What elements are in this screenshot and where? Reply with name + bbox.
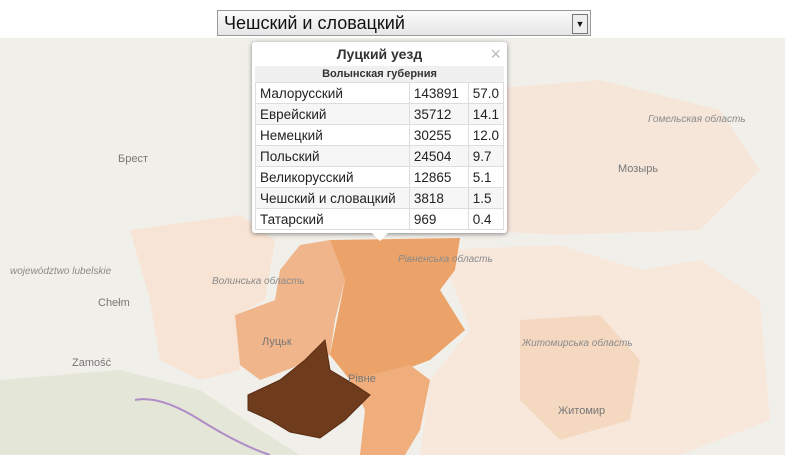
map-label: Zamość <box>72 357 112 369</box>
table-cell: Еврейский <box>255 103 410 125</box>
table-cell: 24504 <box>408 145 469 167</box>
map-label: Житомирська область <box>521 337 633 349</box>
table-cell: Чешский и словацкий <box>255 187 410 209</box>
table-cell: 12.0 <box>467 124 505 146</box>
table-cell: 12865 <box>408 166 469 188</box>
table-row: Немецкий 30255 12.0 <box>255 124 505 146</box>
table-cell: 5.1 <box>467 166 505 188</box>
map-label: Гомельская область <box>648 113 746 125</box>
table-row: Татарский 969 0.4 <box>255 208 505 230</box>
table-cell: 143891 <box>408 82 469 104</box>
popup-tip <box>371 232 389 241</box>
language-select[interactable]: Чешский и словацкий ▼ <box>217 10 591 36</box>
table-row: Еврейский 35712 14.1 <box>255 103 505 125</box>
region <box>235 240 345 380</box>
table-cell: Польский <box>255 145 410 167</box>
region <box>330 238 465 380</box>
table-cell: 14.1 <box>467 103 505 125</box>
border <box>134 398 271 455</box>
table-row: Малорусский 143891 57.0 <box>255 82 505 104</box>
map-label: Волинська область <box>212 275 305 287</box>
region <box>520 315 640 440</box>
map-label: Рівне <box>348 373 376 385</box>
map-label: Рівненська область <box>398 253 493 265</box>
select-value: Чешский и словацкий <box>224 13 405 33</box>
table-cell: 35712 <box>408 103 469 125</box>
close-button[interactable]: × <box>490 44 501 64</box>
table-row: Польский 24504 9.7 <box>255 145 505 167</box>
table-cell: Немецкий <box>255 124 410 146</box>
table: Малорусский 143891 57.0 Еврейский 35712 14.1 Н… <box>255 82 505 230</box>
table-cell: Великорусский <box>255 166 410 188</box>
popup-subtitle: Волынская губерния <box>255 66 504 82</box>
map-label: Луцьк <box>262 336 292 348</box>
region <box>130 215 275 380</box>
selected-region <box>247 338 371 439</box>
table-cell: 0.4 <box>467 208 505 230</box>
popup: Луцкий уезд × Волынская губерния Малорус… <box>252 42 507 233</box>
table-cell: Татарский <box>255 208 410 230</box>
map-label: Житомир <box>558 405 605 417</box>
map-label: Брест <box>118 153 148 165</box>
map-label: Мозырь <box>618 163 658 175</box>
table-cell: 3818 <box>408 187 469 209</box>
region <box>470 80 760 235</box>
map-label: Chełm <box>98 297 130 309</box>
popup-title: Луцкий уезд <box>336 46 423 62</box>
table-cell: 969 <box>408 208 469 230</box>
table-cell: 1.5 <box>467 187 505 209</box>
map-label: województwo lubelskie <box>10 266 112 277</box>
table-row: Чешский и словацкий 3818 1.5 <box>255 187 505 209</box>
table-cell: 9.7 <box>467 145 505 167</box>
table-cell: 57.0 <box>467 82 505 104</box>
region <box>350 365 430 455</box>
table-cell: 30255 <box>408 124 469 146</box>
table-cell: Малорусский <box>255 82 410 104</box>
table-row: Великорусский 12865 5.1 <box>255 166 505 188</box>
select-arrow[interactable]: ▼ <box>572 14 588 34</box>
